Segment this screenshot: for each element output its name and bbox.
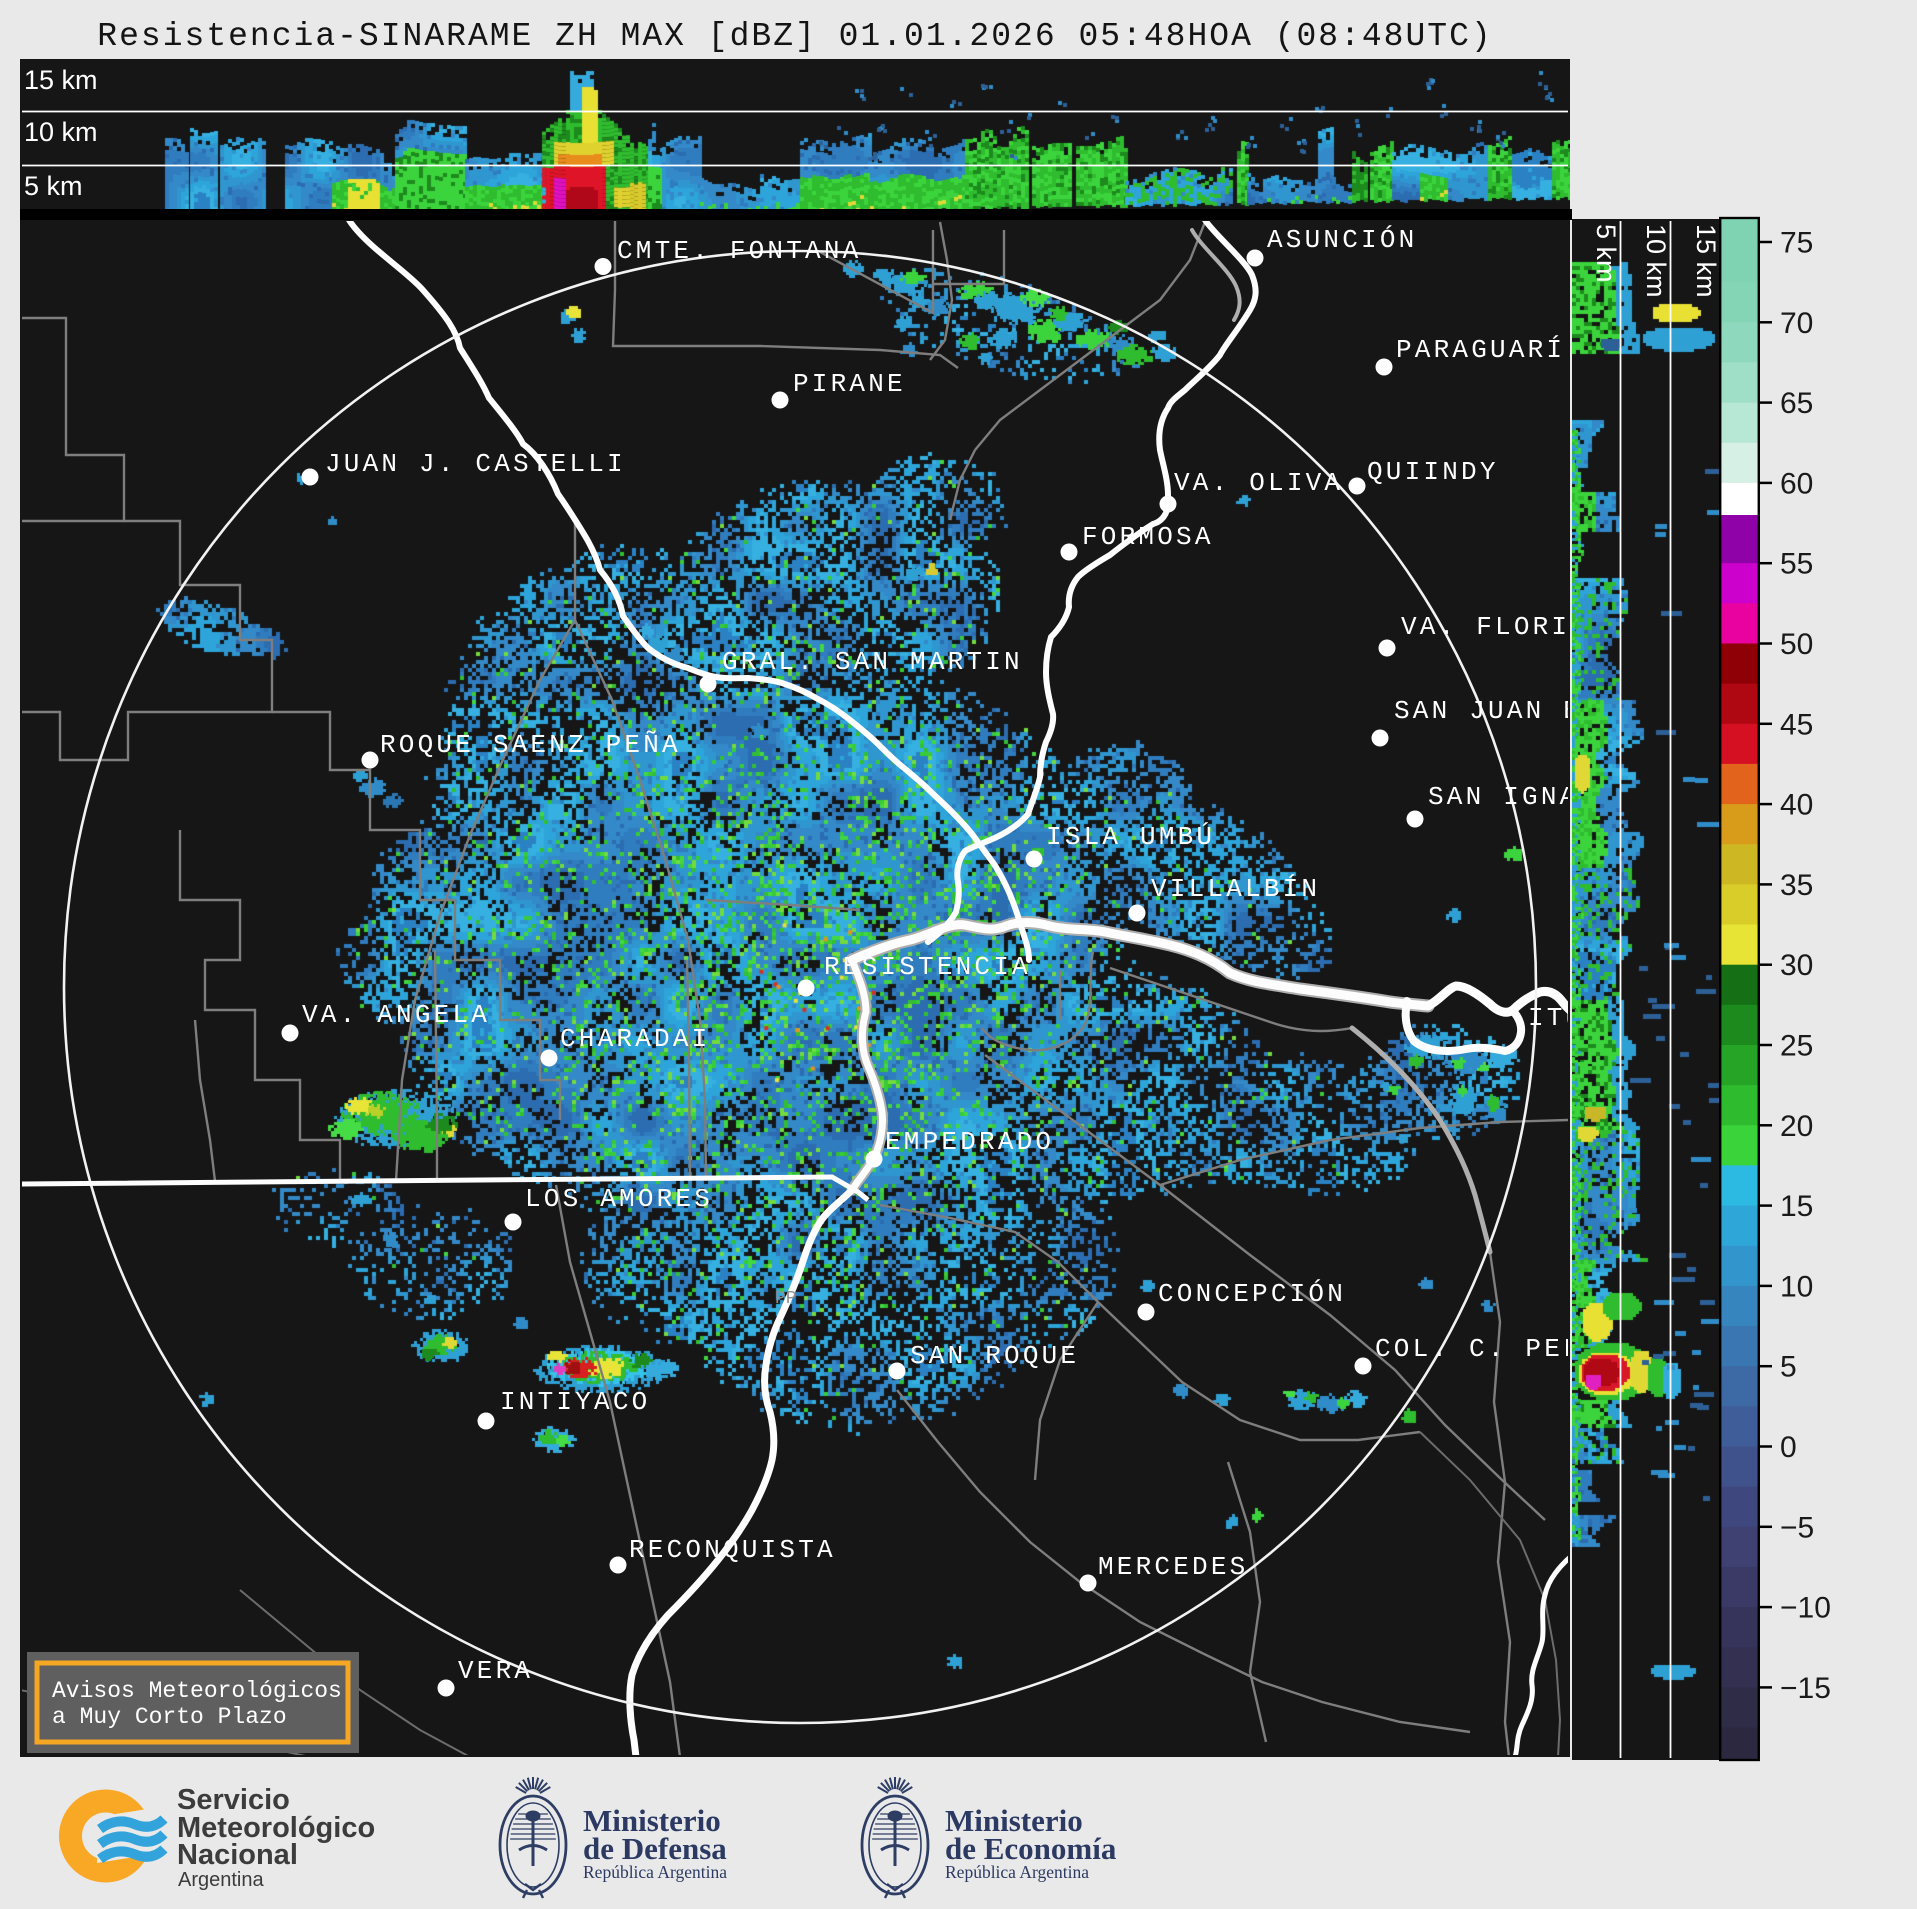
svg-text:LOS AMORES: LOS AMORES <box>525 1184 713 1214</box>
svg-text:45: 45 <box>1780 708 1813 741</box>
svg-text:ITUZAINGÓ: ITUZAINGÓ <box>1528 1003 1697 1033</box>
svg-text:Argentina: Argentina <box>178 1869 264 1891</box>
svg-text:ISLA UMBÚ: ISLA UMBÚ <box>1046 822 1215 852</box>
svg-text:PP: PP <box>775 1289 797 1309</box>
svg-text:FORMOSA: FORMOSA <box>1082 522 1214 552</box>
svg-text:CMTE. FONTANA: CMTE. FONTANA <box>617 236 861 266</box>
svg-text:GRAL. SAN MARTIN: GRAL. SAN MARTIN <box>722 647 1023 677</box>
svg-text:65: 65 <box>1780 387 1813 420</box>
svg-text:MERCEDES: MERCEDES <box>1098 1552 1248 1582</box>
svg-text:−10: −10 <box>1780 1592 1831 1625</box>
svg-text:PIRANE: PIRANE <box>793 369 906 399</box>
svg-text:VA. OLIVA: VA. OLIVA <box>1174 468 1343 498</box>
svg-text:5 km: 5 km <box>1591 224 1621 283</box>
svg-text:−15: −15 <box>1780 1672 1831 1705</box>
svg-text:Ministerio: Ministerio <box>945 1803 1083 1838</box>
svg-text:VA. ANGELA: VA. ANGELA <box>302 1000 490 1030</box>
svg-text:VA. FLORIDA: VA. FLORIDA <box>1401 612 1608 642</box>
svg-text:5 km: 5 km <box>24 171 83 201</box>
svg-text:70: 70 <box>1780 307 1813 340</box>
svg-text:40: 40 <box>1780 789 1813 822</box>
svg-text:25: 25 <box>1780 1030 1813 1063</box>
svg-text:0: 0 <box>1780 1431 1797 1464</box>
svg-text:SAN ROQUE: SAN ROQUE <box>910 1341 1079 1371</box>
svg-text:de Defensa: de Defensa <box>583 1831 727 1866</box>
svg-text:Servicio: Servicio <box>177 1784 290 1816</box>
svg-text:EMPEDRADO: EMPEDRADO <box>885 1127 1054 1157</box>
svg-text:5: 5 <box>1780 1351 1797 1384</box>
svg-text:−5: −5 <box>1780 1511 1814 1544</box>
svg-text:de Economía: de Economía <box>945 1831 1117 1866</box>
svg-text:20: 20 <box>1780 1110 1813 1143</box>
svg-text:35: 35 <box>1780 869 1813 902</box>
svg-text:Ministerio: Ministerio <box>583 1803 721 1838</box>
svg-text:15 km: 15 km <box>24 65 98 95</box>
svg-text:10 km: 10 km <box>24 117 98 147</box>
svg-text:VILLALBÍN: VILLALBÍN <box>1151 874 1320 904</box>
svg-text:RESISTENCIA: RESISTENCIA <box>824 952 1031 982</box>
svg-text:SAN IGNACIO: SAN IGNACIO <box>1428 782 1635 812</box>
svg-text:JUAN J. CASTELLI: JUAN J. CASTELLI <box>325 449 626 479</box>
svg-text:RECONQUISTA: RECONQUISTA <box>629 1535 836 1565</box>
svg-text:Nacional: Nacional <box>177 1839 298 1871</box>
svg-text:ROQUE SAENZ PEÑA: ROQUE SAENZ PEÑA <box>380 730 681 760</box>
svg-text:55: 55 <box>1780 548 1813 581</box>
svg-text:60: 60 <box>1780 467 1813 500</box>
svg-text:15: 15 <box>1780 1190 1813 1223</box>
svg-text:PARAGUARÍ: PARAGUARÍ <box>1396 335 1565 365</box>
svg-text:QUIINDY: QUIINDY <box>1367 457 1499 487</box>
svg-text:30: 30 <box>1780 949 1813 982</box>
svg-text:10 km: 10 km <box>1641 224 1671 298</box>
svg-text:República Argentina: República Argentina <box>583 1862 727 1882</box>
svg-text:50: 50 <box>1780 628 1813 661</box>
svg-text:10: 10 <box>1780 1270 1813 1303</box>
svg-text:República Argentina: República Argentina <box>945 1862 1089 1882</box>
svg-text:a Muy Corto Plazo: a Muy Corto Plazo <box>52 1704 287 1730</box>
svg-text:VERA: VERA <box>458 1656 533 1686</box>
svg-text:CHARADAI: CHARADAI <box>560 1024 710 1054</box>
svg-text:Meteorológico: Meteorológico <box>177 1812 375 1844</box>
svg-text:COL. C. PELLEGRINI: COL. C. PELLEGRINI <box>1375 1334 1713 1364</box>
svg-text:INTIYACO: INTIYACO <box>500 1387 650 1417</box>
svg-text:CONCEPCIÓN: CONCEPCIÓN <box>1158 1279 1346 1309</box>
svg-text:75: 75 <box>1780 227 1813 260</box>
svg-text:15 km: 15 km <box>1691 224 1721 298</box>
svg-text:Avisos Meteorológicos: Avisos Meteorológicos <box>52 1678 342 1704</box>
svg-text:ASUNCIÓN: ASUNCIÓN <box>1267 225 1417 255</box>
svg-text:SAN JUAN BTA.: SAN JUAN BTA. <box>1394 696 1638 726</box>
